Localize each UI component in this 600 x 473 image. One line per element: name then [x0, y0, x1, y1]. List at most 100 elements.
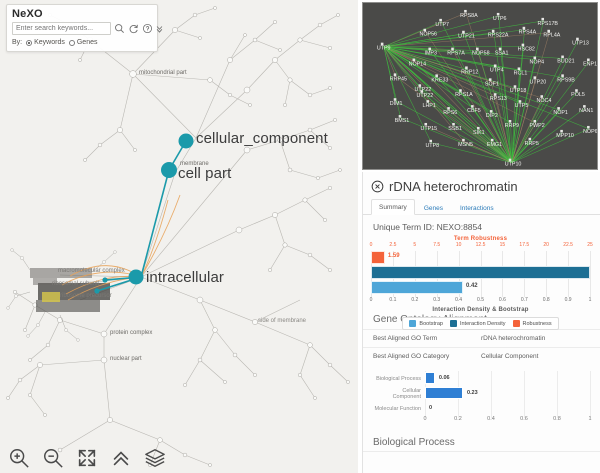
network-node[interactable] [517, 67, 521, 71]
network-node[interactable] [393, 98, 397, 101]
tab-summary[interactable]: Summary [371, 199, 415, 215]
network-node[interactable] [424, 122, 428, 126]
network-node[interactable] [491, 29, 495, 33]
bar-robustness[interactable] [371, 251, 385, 264]
bar-bootstrap[interactable] [371, 281, 463, 294]
network-node[interactable] [465, 66, 468, 70]
node-cellular-component[interactable] [178, 133, 194, 149]
gobar-biological-process[interactable] [425, 372, 435, 384]
network-node[interactable] [412, 58, 416, 62]
search-icon[interactable] [114, 23, 125, 34]
network-node[interactable] [561, 55, 564, 59]
robustness-top-axis: 0 2.5 5 7.5 10 12.5 15 17.5 20 22.5 25 [370, 242, 593, 251]
network-node[interactable] [498, 47, 502, 51]
network-node[interactable] [452, 122, 455, 126]
help-icon[interactable] [142, 23, 153, 34]
network-node[interactable] [451, 47, 454, 51]
radio-keywords[interactable]: Keywords [26, 39, 65, 46]
network-node[interactable] [429, 139, 433, 143]
network-node[interactable] [575, 89, 578, 92]
radio-genes-dot[interactable] [68, 39, 75, 46]
network-node[interactable] [493, 93, 497, 96]
detail-tabs[interactable]: Summary Genes Interactions [363, 198, 600, 215]
network-node[interactable] [476, 47, 479, 51]
network-node[interactable] [513, 85, 517, 88]
network-node[interactable] [493, 64, 497, 68]
zoom-out-button[interactable] [42, 447, 64, 469]
network-node[interactable] [380, 42, 384, 46]
refresh-icon[interactable] [128, 23, 139, 34]
network-node[interactable] [522, 26, 526, 30]
search-input[interactable] [12, 22, 111, 35]
network-node[interactable] [528, 137, 532, 141]
network-node[interactable] [518, 100, 522, 103]
network-node[interactable] [533, 76, 537, 79]
term-detail-panel[interactable]: rDNA heterochromatin Summary Genes Inter… [362, 172, 600, 473]
network-node[interactable] [541, 17, 545, 21]
network-node[interactable] [587, 58, 590, 62]
network-node[interactable] [439, 18, 442, 22]
network-node[interactable] [496, 12, 500, 16]
radio-genes[interactable]: Genes [68, 39, 97, 46]
network-node[interactable] [576, 37, 579, 41]
node-ribosomal-subunit[interactable] [94, 288, 100, 294]
network-node[interactable] [477, 126, 480, 130]
zoom-in-button[interactable] [8, 447, 30, 469]
network-node[interactable] [459, 89, 462, 92]
network-node[interactable] [423, 28, 427, 32]
ontology-tree-panel[interactable]: cellular_component cell part intracellul… [0, 0, 358, 473]
label-cell-part: cell part [178, 165, 232, 182]
ontology-tree-graphic[interactable] [0, 0, 358, 473]
network-node[interactable] [540, 95, 544, 98]
network-node-label: RPS6 [443, 110, 457, 116]
network-node[interactable] [557, 107, 560, 110]
tab-genes[interactable]: Genes [423, 205, 443, 212]
network-node[interactable] [490, 138, 494, 142]
radio-keywords-dot[interactable] [26, 39, 33, 46]
close-circle-icon[interactable] [371, 180, 384, 193]
filter-row[interactable]: By: Keywords Genes [12, 39, 152, 46]
search-row[interactable] [12, 22, 163, 35]
collapse-button[interactable] [110, 447, 132, 469]
search-panel[interactable]: NeXO [6, 4, 163, 52]
network-node[interactable] [489, 110, 493, 113]
go-grid-line [557, 371, 558, 418]
network-node[interactable] [533, 119, 537, 123]
network-node[interactable] [464, 9, 467, 13]
network-node-label: UTP18 [510, 88, 527, 94]
network-node[interactable] [521, 43, 525, 47]
network-node[interactable] [426, 100, 430, 103]
network-node[interactable] [508, 158, 512, 162]
node-macromolecular-complex[interactable] [102, 277, 108, 283]
layers-button[interactable] [144, 447, 166, 469]
network-node[interactable] [561, 74, 564, 77]
node-cell-part[interactable] [161, 162, 177, 178]
network-node[interactable] [547, 29, 550, 33]
fit-screen-button[interactable] [76, 447, 98, 469]
network-node[interactable] [533, 56, 537, 60]
network-node[interactable] [560, 129, 563, 133]
network-node[interactable] [393, 73, 397, 76]
network-node[interactable] [508, 119, 512, 123]
network-node[interactable] [435, 74, 438, 77]
network-node[interactable] [418, 84, 422, 87]
interaction-network-panel[interactable]: RPS8A UTP6 UTP7 RPS17B NOP56 UTP21 RPS22A RPS4A… [362, 2, 598, 170]
network-node[interactable] [420, 90, 424, 93]
node-intracellular[interactable] [128, 269, 144, 285]
interaction-network-graphic[interactable]: RPS8A UTP6 UTP7 RPS17B NOP56 UTP21 RPS22A RPS4A… [363, 3, 597, 170]
gobar-cellular-component[interactable] [425, 387, 463, 399]
network-node[interactable] [398, 115, 402, 118]
network-node[interactable] [447, 107, 450, 110]
tab-interactions[interactable]: Interactions [459, 205, 494, 212]
network-node[interactable] [462, 138, 465, 142]
network-node[interactable] [583, 105, 586, 108]
bar-interaction-density[interactable] [371, 266, 590, 279]
view-toolbar[interactable] [8, 447, 166, 469]
robustness-chart-title: Term Robustness [453, 236, 508, 242]
network-node[interactable] [488, 78, 492, 81]
network-node[interactable] [471, 105, 474, 108]
network-node[interactable] [428, 47, 432, 51]
chevron-down-icon[interactable] [156, 23, 163, 34]
network-node[interactable] [462, 30, 465, 34]
network-node[interactable] [587, 125, 590, 129]
